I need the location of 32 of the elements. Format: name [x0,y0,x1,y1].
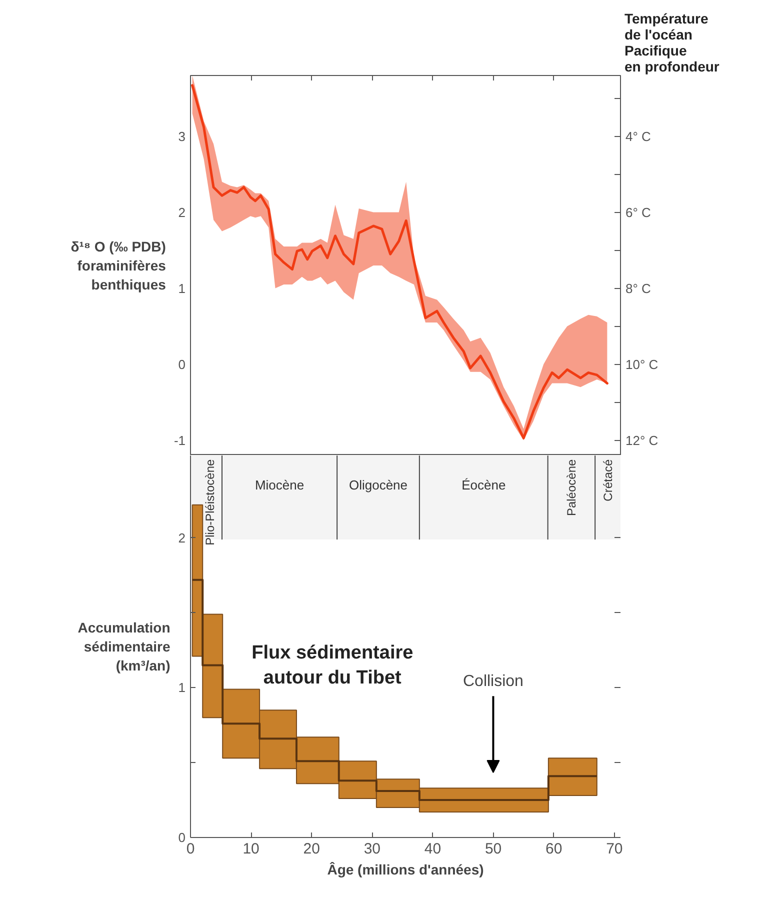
x-tick-label: 30 [364,840,381,858]
y-tick-label: 3 [178,128,186,144]
band-label: Plio-Pléistocène [203,458,218,546]
y2-tick-label: 4° C [626,128,651,144]
band-label: Miocène [254,477,304,492]
y2-axis-title: Température de l'océan Pacifique en profondeur [624,10,720,74]
x-tick-label: 10 [242,840,260,858]
y-axis-title: δ¹⁸ O (‰ PDB) foraminifères benthiques [70,238,166,293]
annotation: Collision [462,673,524,690]
y-axis-title: Accumulation sédimentaire (km³/an) [78,619,170,674]
x-tick-label: 60 [546,840,562,858]
y-tick-label: -1 [174,432,186,448]
y2-tick-label: 6° C [626,204,651,220]
x-tick-label: 40 [424,840,442,858]
y-tick-label: 1 [178,680,186,696]
y2-tick-label: 10° C [626,356,658,372]
annotation: Flux sédimentaire autour du Tibet [252,642,414,689]
x-tick-label: 20 [303,840,320,858]
y2-tick-label: 12° C [626,432,658,448]
y-tick-label: 2 [178,204,186,220]
y-tick-label: 2 [178,530,186,546]
band-label: Paléocène [564,458,578,516]
x-tick-label: 70 [606,840,623,858]
band-label: Éocène [462,477,506,492]
y-tick-label: 0 [178,830,186,845]
band-label: Oligocène [348,477,408,492]
band-label: Crétacé [600,458,615,502]
y2-tick-label: 8° C [626,280,651,296]
x-axis-title: Âge (millions d'années) [327,862,484,878]
y-tick-label: 0 [178,356,186,372]
x-tick-label: 50 [484,840,502,858]
y-tick-label: 1 [178,280,186,296]
